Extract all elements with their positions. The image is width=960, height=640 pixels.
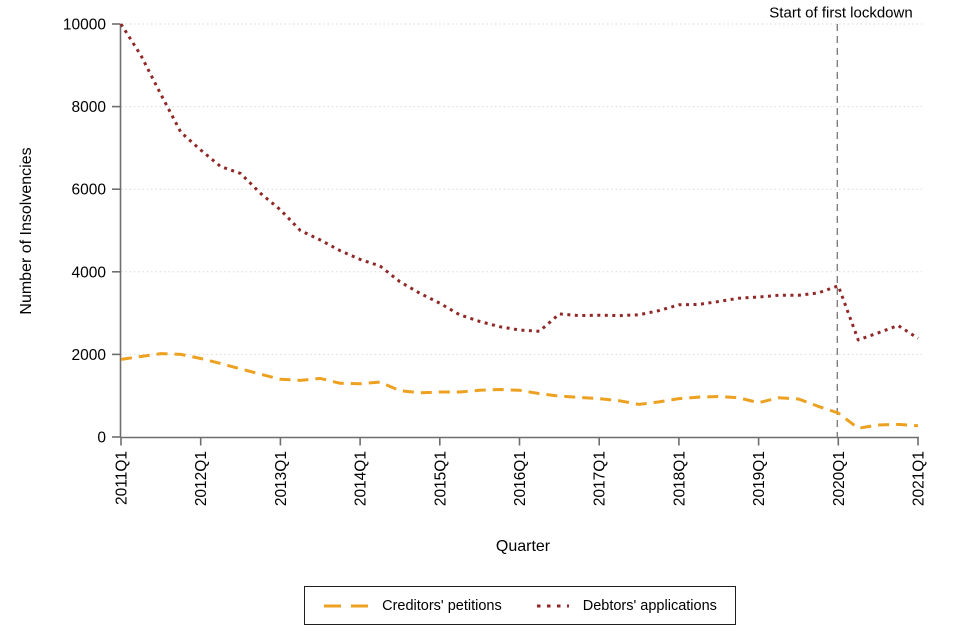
legend-box: Creditors' petitions Debtors' applicatio… <box>304 586 736 625</box>
y-tick-label-10000: 10000 <box>63 17 106 34</box>
y-tick-label-8000: 8000 <box>72 99 107 116</box>
series-line-0 <box>120 352 919 430</box>
series-line-1 <box>119 23 919 342</box>
legend-item-creditors: Creditors' petitions <box>323 598 502 614</box>
x-tick-label-2015Q1: 2015Q1 <box>432 451 449 506</box>
x-tick-label-2014Q1: 2014Q1 <box>353 451 370 506</box>
x-tick-label-2018Q1: 2018Q1 <box>671 451 688 506</box>
debtors-dot-sample-icon <box>536 604 569 607</box>
x-tick-label-2017Q1: 2017Q1 <box>592 451 609 506</box>
y-tick-label-4000: 4000 <box>72 264 107 281</box>
legend-label-debtors: Debtors' applications <box>582 597 717 614</box>
y-tick-label-6000: 6000 <box>72 182 107 199</box>
legend-item-debtors: Debtors' applications <box>536 598 717 614</box>
y-tick-label-0: 0 <box>97 430 106 447</box>
creditors-dash-sample-icon <box>324 604 369 607</box>
x-tick-label-2013Q1: 2013Q1 <box>273 451 290 506</box>
lockdown-annotation: Start of first lockdown <box>769 4 913 22</box>
y-tick-label-2000: 2000 <box>72 347 107 364</box>
x-tick-label-2011Q1: 2011Q1 <box>114 451 131 505</box>
x-tick-label-2019Q1: 2019Q1 <box>751 451 768 506</box>
x-tick-label-2020Q1: 2020Q1 <box>831 451 848 506</box>
x-tick-label-2012Q1: 2012Q1 <box>193 451 210 506</box>
x-tick-label-2021Q1: 2021Q1 <box>911 451 928 506</box>
legend-label-creditors: Creditors' petitions <box>382 597 502 614</box>
x-axis-title: Quarter <box>495 538 551 555</box>
y-axis-title: Number of Insolvencies <box>18 147 35 315</box>
x-tick-label-2016Q1: 2016Q1 <box>512 451 529 506</box>
